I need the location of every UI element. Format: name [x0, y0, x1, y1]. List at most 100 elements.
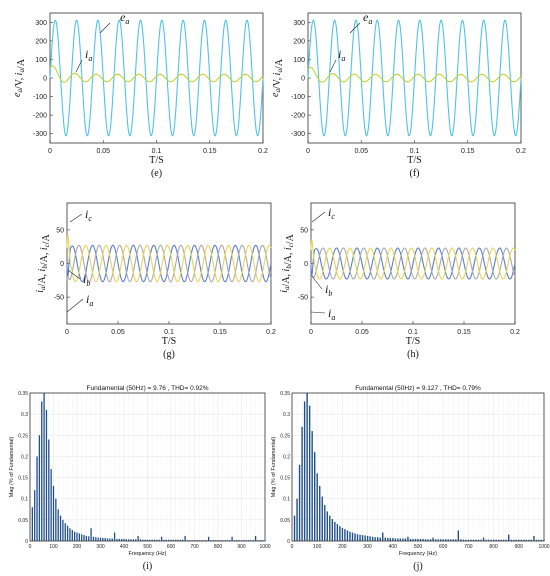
spectrum-bar [407, 536, 409, 541]
y-tick-label: 0.05 [280, 518, 290, 524]
x-axis-label: T/S [407, 155, 421, 166]
y-tick-label: 0.25 [18, 433, 28, 439]
spectrum-bar [189, 540, 191, 541]
spectrum-bar [341, 527, 344, 541]
x-tick-label: 0.15 [461, 148, 475, 155]
x-tick-label: 0.2 [266, 329, 276, 336]
spectrum-bar [490, 539, 492, 541]
spectrum-bar [85, 535, 88, 541]
x-tick-label: 0.2 [510, 329, 520, 336]
y-tick-label: 0 [60, 261, 64, 268]
spectrum-bar [497, 539, 500, 541]
x-axis-label: T/S [149, 155, 163, 166]
y-axis-label: ia/A, ib/A, ic/A [279, 233, 296, 292]
spectrum-bar [442, 539, 444, 541]
spectrum-bar [540, 539, 543, 541]
annotation-i-b: ib [325, 282, 332, 298]
spectrum-bar [184, 535, 186, 541]
y-tick-label: 300 [35, 20, 47, 27]
spectrum-bar [128, 539, 130, 541]
x-tick-label: 0 [306, 148, 310, 155]
spectrum-bar [301, 426, 303, 541]
spectrum-bar [59, 515, 62, 541]
spectrum-bar [331, 519, 334, 541]
spectrum-bar [523, 539, 525, 541]
spectrum-bar [74, 531, 76, 541]
y-tick-label: 0.15 [280, 476, 290, 482]
annotation-i-a: ia [85, 47, 92, 63]
annotation-leader [69, 213, 83, 223]
spectrum-bar [233, 540, 236, 541]
x-tick-label: 0.1 [410, 148, 420, 155]
x-tick-label: 600 [167, 544, 176, 550]
x-tick-label: 300 [96, 544, 105, 550]
y-tick-label: 0 [304, 261, 308, 268]
svg-text:Mag (% of Fundamental): Mag (% of Fundamental) [271, 437, 277, 498]
spectrum-bar [364, 535, 366, 541]
spectrum-bar [116, 538, 118, 541]
x-axis-label: T/S [162, 336, 176, 347]
x-tick-label: 0.05 [111, 329, 125, 336]
spectrum-bar [99, 537, 102, 541]
annotation-leader [311, 211, 326, 223]
spectrum-bar [142, 539, 144, 541]
series-e-a [307, 19, 522, 137]
x-tick-label: 500 [143, 544, 152, 550]
spectrum-bar [477, 539, 480, 541]
x-tick-label: 700 [190, 544, 199, 550]
spectrum-bar [339, 526, 341, 541]
annotation-leader [66, 298, 84, 313]
spectrum-bar [379, 537, 381, 541]
spectrum-bar [186, 540, 189, 541]
y-tick-label: 0 [43, 76, 47, 83]
spectrum-bar [535, 539, 538, 541]
y-axis-label: ea/V, ia/A [12, 58, 27, 97]
y-tick-label: 200 [35, 38, 47, 45]
plot-frame [29, 392, 266, 542]
annotation-i-c: ic [328, 205, 335, 221]
spectrum-bar [55, 498, 57, 541]
y-tick-label: 0.2 [21, 454, 28, 460]
spectrum-bar [467, 539, 470, 541]
spectrum-bar [38, 435, 41, 541]
annotation-leader [310, 274, 323, 290]
series-i-b [310, 247, 516, 280]
spectrum-bar [366, 535, 369, 541]
spectrum-bar [81, 534, 83, 541]
spectrum-bar [485, 539, 487, 541]
annotation-i-a: ia [338, 47, 345, 63]
svg-text:ea/V, ia/A: ea/V, ia/A [270, 58, 285, 97]
x-tick-label: 300 [363, 544, 372, 550]
panel-label: (g) [163, 349, 175, 360]
spectrum-bar [492, 539, 495, 541]
x-tick-label: 0.15 [203, 148, 217, 155]
y-tick-label: -50 [298, 295, 308, 302]
x-tick-label: 200 [338, 544, 347, 550]
plot-frame [291, 392, 545, 542]
spectrum-bar [424, 539, 427, 541]
spectrum-bar [182, 539, 184, 541]
x-tick-label: 0.05 [355, 329, 369, 336]
spectrum-bar [222, 540, 224, 541]
spectrum-bar [179, 539, 182, 541]
spectrum-bar [419, 538, 422, 541]
annotation-e-a: ea [120, 10, 129, 26]
x-tick-label: 0.05 [354, 148, 368, 155]
x-tick-label: 0 [291, 544, 294, 550]
spectrum-bar [298, 464, 301, 541]
spectrum-bar [149, 539, 151, 541]
y-tick-label: 0.1 [283, 497, 290, 503]
spectrum-bar [427, 539, 429, 541]
spectrum-bar [130, 539, 132, 541]
spectrum-bar [196, 540, 198, 541]
spectrum-bar [465, 539, 467, 541]
spectrum-bar [172, 539, 174, 541]
spectrum-bar [437, 539, 439, 541]
y-tick-label: 0 [25, 539, 28, 545]
panel-label: (e) [151, 168, 162, 179]
spectrum-bar [135, 539, 137, 541]
y-tick-label: 300 [293, 20, 305, 27]
spectrum-bar [417, 538, 419, 541]
y-tick-label: -100 [33, 94, 47, 101]
spectrum-bar [125, 539, 127, 541]
